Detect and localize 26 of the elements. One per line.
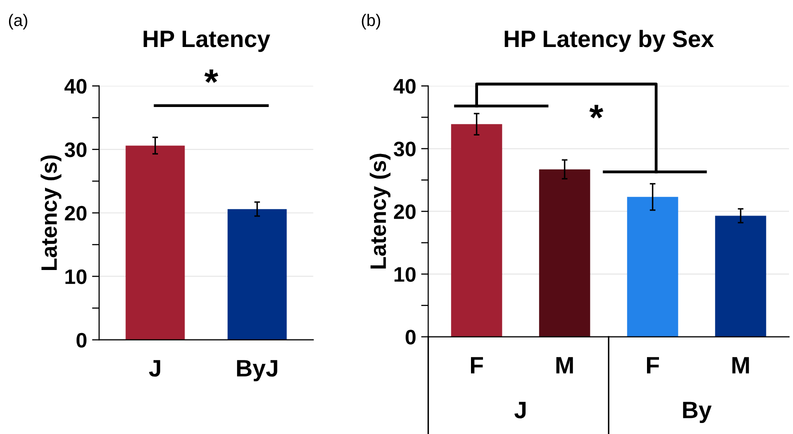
x-tick-label: F <box>647 357 659 374</box>
x-tick-label: J <box>148 360 160 377</box>
chart-title: HP Latency by Sex <box>504 30 714 52</box>
text: By <box>683 402 712 424</box>
text: (b) <box>362 14 380 30</box>
x-tick-label: M <box>556 357 573 374</box>
annotation: * <box>589 104 604 118</box>
chart-title: HP Latency <box>144 30 270 52</box>
y-tick-label: 40 <box>394 78 416 94</box>
y-tick-label: 10 <box>65 269 86 284</box>
y-tick-label: 20 <box>64 206 86 221</box>
x-tick-label: M <box>732 357 749 374</box>
y-tick-label: 30 <box>394 142 416 156</box>
text: J <box>514 402 526 418</box>
y-axis-title: Latency (s) <box>40 155 62 270</box>
x-tick-label: ByJ <box>237 360 278 382</box>
x-tick-label: F <box>470 357 483 374</box>
text: * <box>204 69 218 83</box>
y-tick-label: 30 <box>64 142 86 158</box>
y-axis-title: Latency (s) <box>370 154 390 269</box>
text: (a) <box>8 14 28 30</box>
y-tick-label: 0 <box>76 332 86 348</box>
y-tick-label: 20 <box>394 204 416 220</box>
y-tick-label: 0 <box>406 330 416 345</box>
y-tick-label: 40 <box>64 78 86 94</box>
y-tick-label: 10 <box>394 267 416 282</box>
